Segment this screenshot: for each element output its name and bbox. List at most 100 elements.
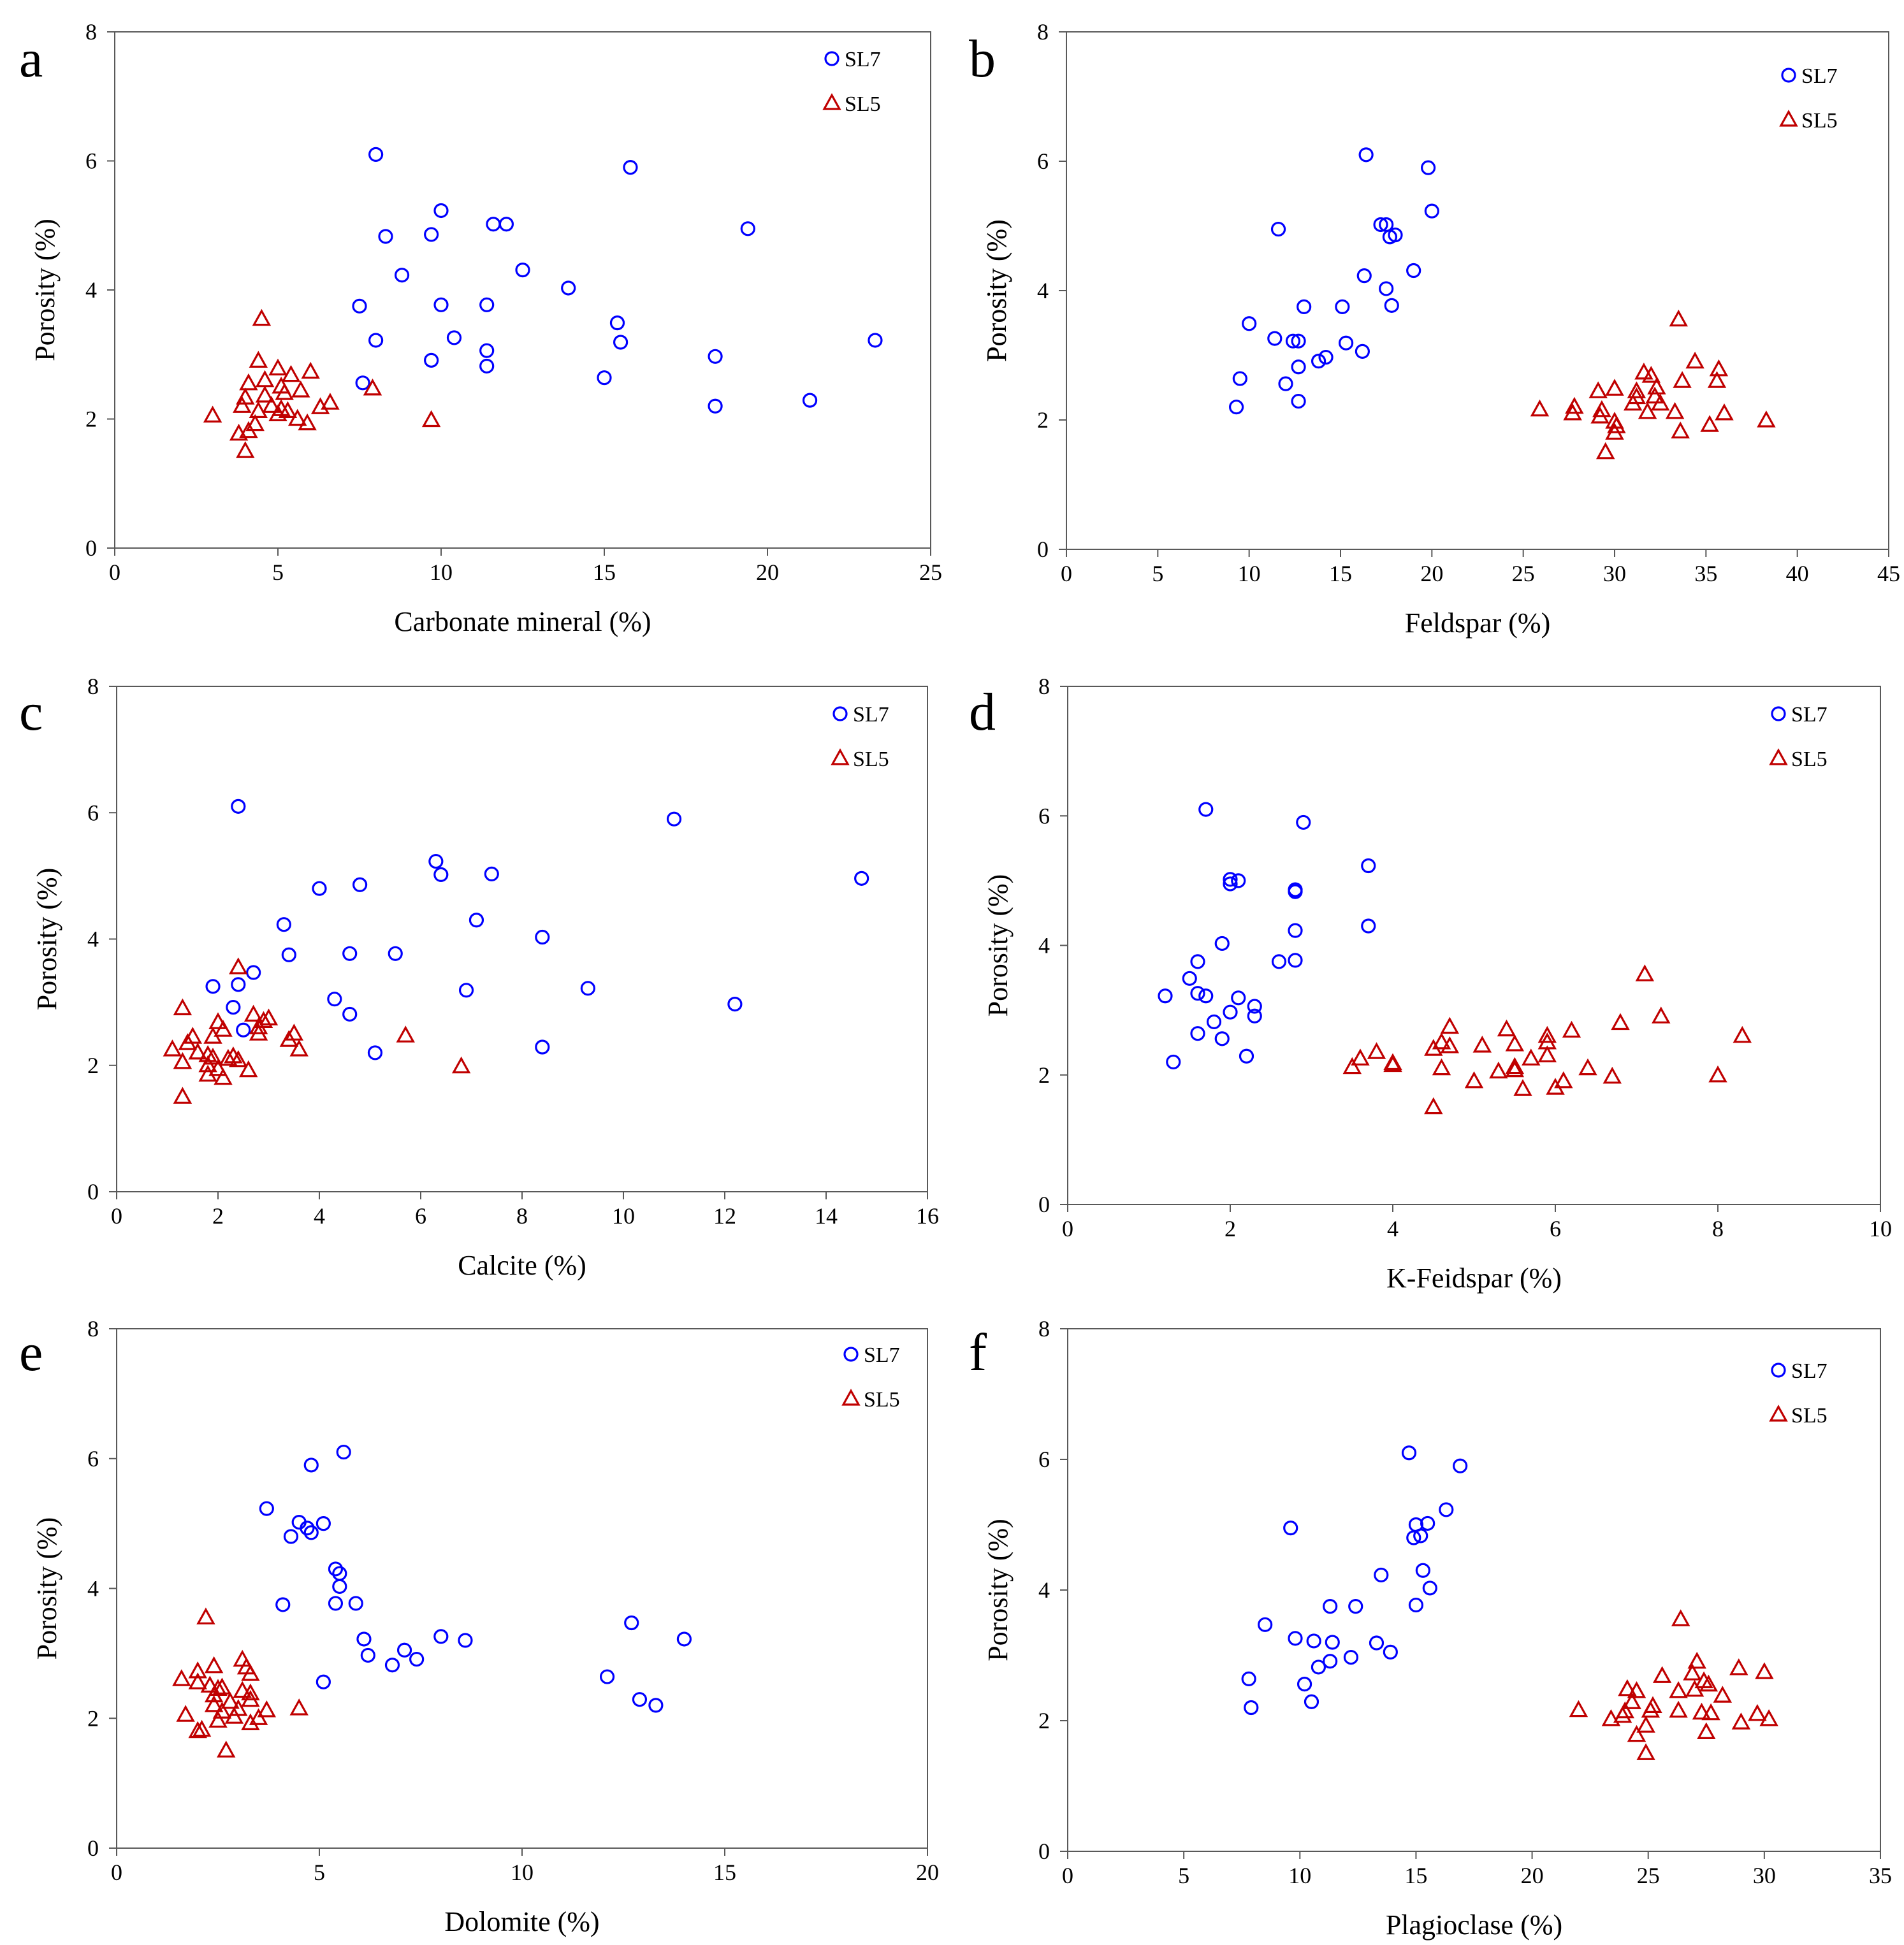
data-point-sl7 <box>1223 872 1238 887</box>
data-point-sl5 <box>1699 1674 1719 1692</box>
data-point-sl7 <box>1406 1530 1421 1545</box>
x-tick-label: 20 <box>1420 561 1443 586</box>
data-point-sl5 <box>268 404 287 422</box>
data-point-sl7 <box>1408 1597 1424 1613</box>
data-point-sl5 <box>173 998 193 1016</box>
data-point-sl5 <box>1641 366 1661 383</box>
panel-letter: c <box>19 683 43 742</box>
legend-label-sl7: SL7 <box>1791 703 1828 727</box>
data-point-sl5 <box>451 1056 471 1074</box>
y-tick-label: 0 <box>85 535 97 561</box>
x-tick-label: 15 <box>1329 561 1352 586</box>
x-tick-label: 45 <box>1877 561 1900 586</box>
data-point-sl5 <box>249 401 268 419</box>
data-point-sl5 <box>178 1033 198 1050</box>
data-point-sl7 <box>1384 298 1399 313</box>
data-point-sl5 <box>1669 309 1689 327</box>
data-point-sl5 <box>1590 407 1610 424</box>
data-point-sl7 <box>1190 1026 1205 1041</box>
data-point-sl7 <box>368 333 384 348</box>
data-point-sl7 <box>342 946 358 961</box>
data-point-sl5 <box>421 410 441 428</box>
legend-marker-sl5 <box>831 748 850 765</box>
legend-label-sl7: SL7 <box>845 48 881 71</box>
data-point-sl7 <box>303 1457 319 1473</box>
legend-marker-sl7 <box>843 1347 859 1362</box>
data-point-sl5 <box>196 1607 215 1624</box>
data-point-sl5 <box>301 361 320 379</box>
panel-letter: d <box>969 683 996 742</box>
data-point-sl5 <box>1652 1006 1671 1023</box>
data-point-sl5 <box>1685 1679 1704 1697</box>
data-point-sl7 <box>1424 203 1439 219</box>
data-point-sl5 <box>200 1675 220 1693</box>
data-point-sl5 <box>1505 1060 1525 1078</box>
data-point-sl5 <box>229 957 248 974</box>
x-tick-label: 15 <box>713 1860 736 1885</box>
y-tick-label: 8 <box>1037 19 1049 45</box>
x-tick-label: 8 <box>1712 1216 1724 1241</box>
data-point-sl5 <box>275 383 294 400</box>
data-point-sl5 <box>363 379 382 396</box>
data-point-sl5 <box>214 1020 233 1037</box>
data-point-sl7 <box>236 1022 251 1038</box>
data-point-sl7 <box>275 1597 291 1612</box>
data-point-sl5 <box>241 1664 260 1681</box>
data-point-sl7 <box>1306 1633 1321 1649</box>
y-tick-label: 0 <box>87 1179 99 1204</box>
data-point-sl7 <box>727 996 743 1012</box>
data-point-sl7 <box>1374 1567 1389 1583</box>
data-point-sl7 <box>1421 160 1436 175</box>
x-tick-label: 15 <box>593 560 616 585</box>
data-point-sl5 <box>1592 400 1611 417</box>
data-point-sl5 <box>1645 386 1664 404</box>
plot-frame <box>116 686 928 1192</box>
data-point-sl5 <box>212 1702 232 1719</box>
data-point-sl7 <box>332 1579 347 1594</box>
data-point-sl5 <box>1513 1079 1532 1096</box>
data-point-sl5 <box>321 393 340 410</box>
data-point-sl7 <box>740 221 755 236</box>
data-point-sl7 <box>246 965 261 980</box>
data-point-sl7 <box>1271 954 1287 969</box>
data-point-sl7 <box>300 1521 315 1536</box>
data-point-sl5 <box>1613 1705 1632 1723</box>
legend-marker-sl7 <box>832 706 848 721</box>
data-point-sl5 <box>208 1059 228 1076</box>
data-point-sl7 <box>597 370 612 386</box>
legend-label-sl7: SL7 <box>1791 1359 1828 1383</box>
data-point-sl5 <box>255 386 275 403</box>
data-point-sl7 <box>1348 1599 1363 1614</box>
data-point-sl7 <box>433 203 449 219</box>
legend-label-sl5: SL5 <box>1801 109 1838 133</box>
data-point-sl5 <box>214 1067 233 1085</box>
x-tick-label: 15 <box>1404 1863 1427 1888</box>
legend-marker-sl5 <box>1769 1405 1788 1422</box>
data-point-sl5 <box>1669 1681 1688 1698</box>
legend-marker-sl5 <box>841 1389 861 1406</box>
data-point-sl7 <box>648 1698 664 1713</box>
data-point-sl7 <box>1401 1445 1417 1461</box>
y-tick-label: 0 <box>1038 1192 1050 1217</box>
legend: SL7 SL5 <box>1769 1359 1828 1428</box>
data-point-sl5 <box>1634 363 1653 380</box>
data-point-sl7 <box>1323 1599 1338 1614</box>
legend-label-sl5: SL5 <box>845 92 881 116</box>
data-point-sl7 <box>535 929 550 945</box>
x-tick-label: 0 <box>1062 1216 1073 1241</box>
data-point-sl7 <box>316 1674 331 1689</box>
x-tick-label: 40 <box>1786 561 1809 586</box>
data-point-sl7 <box>1214 1031 1230 1046</box>
x-tick-label: 16 <box>916 1203 939 1229</box>
chart-panel-d: d 0 2 4 6 8 10 0 2 4 6 8 K-Feidspar (%) Porosity (%) S… <box>969 674 1892 1294</box>
data-point-sl5 <box>1638 401 1657 419</box>
data-point-sl5 <box>252 308 272 326</box>
y-axis-title: Porosity (%) <box>31 1517 62 1660</box>
series-sl5 <box>1530 309 1776 459</box>
data-point-sl7 <box>580 981 595 996</box>
data-point-sl7 <box>1379 281 1394 296</box>
data-point-sl5 <box>1715 403 1734 421</box>
x-tick-label: 5 <box>314 1860 325 1885</box>
data-point-sl5 <box>1497 1019 1516 1037</box>
x-tick-label: 8 <box>516 1203 528 1229</box>
